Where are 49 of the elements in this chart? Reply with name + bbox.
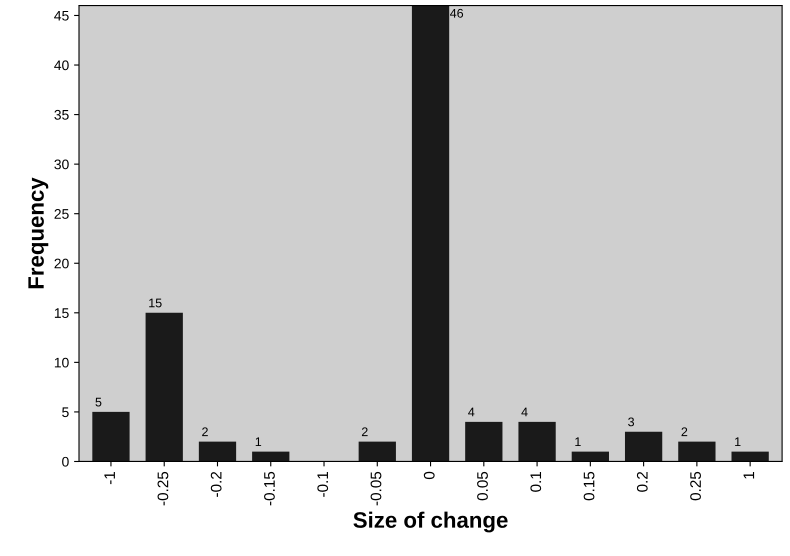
- data-label: 2: [202, 427, 208, 436]
- y-tick-label: 25: [54, 209, 69, 219]
- bar: [198, 442, 236, 462]
- x-tick-label: 1: [744, 472, 754, 479]
- y-tick-label: 15: [54, 308, 69, 318]
- data-label: 3: [628, 417, 634, 426]
- y-tick-label: 45: [54, 10, 69, 21]
- data-label: 1: [575, 437, 581, 446]
- bar: [678, 442, 716, 462]
- bar: [572, 452, 609, 462]
- x-tick-label: 0.2: [636, 472, 648, 492]
- data-label: 2: [682, 427, 688, 436]
- data-label: 2: [362, 427, 368, 436]
- x-tick-label: 0: [424, 472, 435, 480]
- y-tick-label: 5: [62, 407, 69, 418]
- data-label: 1: [256, 437, 262, 446]
- bar: [358, 442, 396, 462]
- x-tick-label: -0.15: [264, 472, 275, 506]
- data-label: 15: [149, 298, 162, 308]
- y-tick-label: 0: [62, 456, 69, 467]
- bar: [732, 452, 769, 462]
- x-tick-label: 0.1: [530, 472, 542, 492]
- data-label: 46: [450, 8, 464, 18]
- y-tick-label: 30: [54, 159, 69, 170]
- x-tick-label: 0.25: [690, 472, 701, 500]
- y-tick-label: 10: [54, 358, 69, 368]
- bar: [624, 432, 662, 462]
- bar: [518, 422, 556, 462]
- bar: [92, 412, 130, 462]
- x-tick-label: -1: [104, 472, 115, 484]
- data-label: 4: [521, 408, 528, 416]
- y-tick-label: 35: [54, 110, 69, 120]
- x-tick-label: 0.15: [584, 472, 594, 500]
- data-label: 5: [95, 398, 102, 406]
- x-tick-label: -0.05: [370, 472, 382, 506]
- bar: [252, 452, 290, 462]
- bar: [146, 312, 183, 462]
- y-tick-label: 20: [54, 258, 69, 268]
- x-tick-label: -0.2: [210, 472, 222, 497]
- data-label: 4: [468, 408, 474, 416]
- x-tick-label: -0.1: [317, 472, 328, 497]
- bar: [412, 6, 450, 462]
- x-tick-label: 0.05: [477, 472, 488, 500]
- bar: [465, 422, 502, 462]
- x-axis-title: Size of change: [353, 512, 508, 532]
- y-tick-label: 40: [54, 60, 69, 70]
- x-tick-label: -0.25: [158, 472, 168, 506]
- data-label: 1: [735, 437, 741, 446]
- y-axis-title: Frequency: [28, 177, 48, 288]
